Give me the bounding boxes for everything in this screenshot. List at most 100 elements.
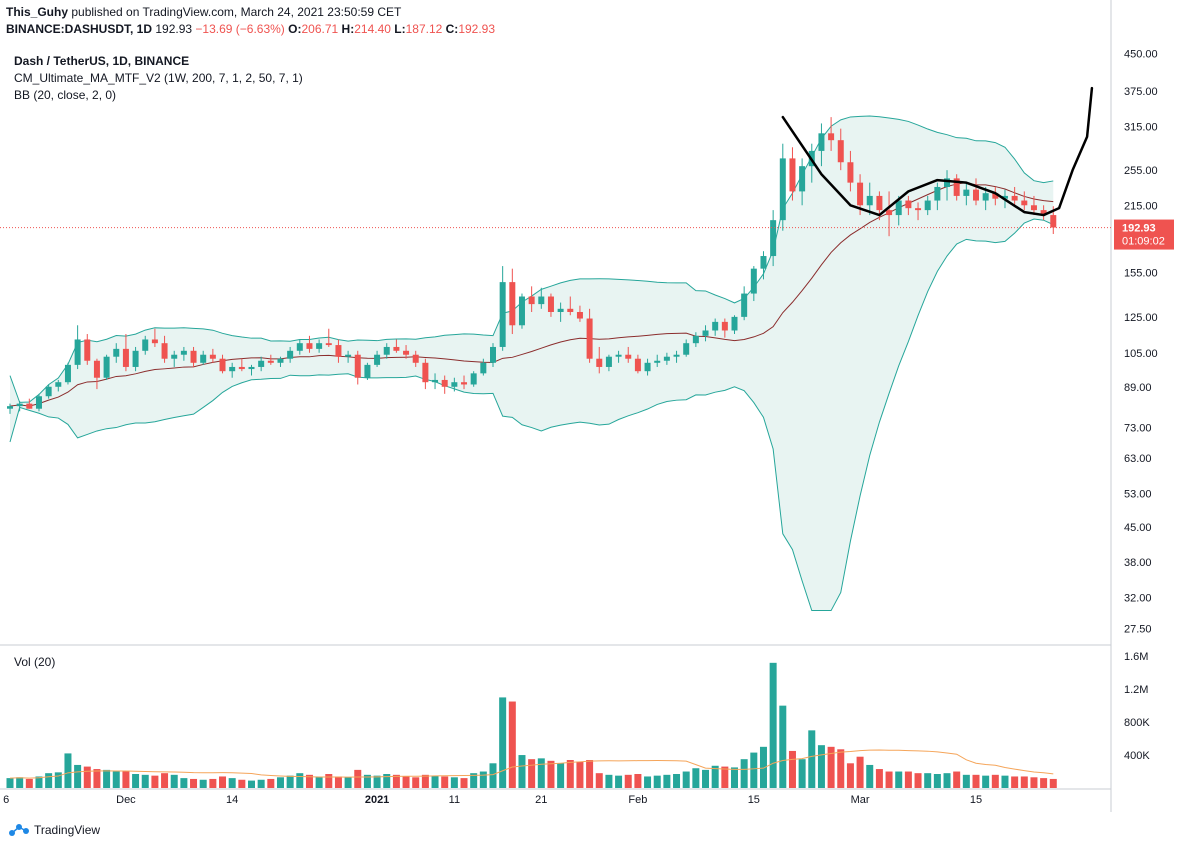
- hand-drawn-curve: [781, 86, 1094, 217]
- volume-bar-79: [769, 662, 777, 788]
- volume-bar-65: [634, 774, 642, 788]
- volume-bar-96: [933, 774, 941, 788]
- candle-body-53: [518, 296, 525, 326]
- volume-bar-25: [248, 780, 255, 788]
- volume-bar-42: [412, 777, 420, 788]
- price-tick-6: 155.00: [1124, 268, 1158, 280]
- legend-indicator-ma[interactable]: CM_Ultimate_MA_MTF_V2 (1W, 200, 7, 1, 2,…: [14, 71, 303, 85]
- candle-body-14: [142, 339, 149, 351]
- volume-bar-63: [615, 775, 623, 788]
- candle-body-12: [122, 348, 129, 367]
- candle-body-23: [229, 366, 236, 372]
- candle-body-22: [219, 358, 226, 372]
- volume-bar-76: [740, 759, 748, 788]
- candle-body-65: [634, 358, 641, 372]
- footer-brand-label: TradingView: [34, 823, 101, 837]
- volume-bar-45: [441, 776, 449, 788]
- volume-ma-line: [9, 749, 1054, 779]
- candle-body-97: [944, 178, 951, 187]
- volume-bar-6: [64, 753, 72, 788]
- volume-bar-61: [595, 773, 603, 788]
- volume-bar-12: [122, 771, 130, 788]
- candle-body-91: [886, 210, 893, 216]
- candle-body-34: [335, 345, 342, 357]
- candle-body-17: [171, 354, 178, 359]
- candle-body-99: [963, 189, 970, 196]
- candle-body-18: [180, 350, 187, 355]
- candle-body-88: [857, 182, 864, 206]
- candle-body-78: [760, 256, 767, 269]
- candle-body-20: [200, 354, 207, 363]
- candle-body-82: [799, 166, 806, 192]
- volume-bar-48: [470, 773, 478, 788]
- candle-body-63: [615, 354, 622, 357]
- volume-bar-71: [692, 768, 700, 788]
- candle-body-38: [374, 354, 381, 365]
- volume-bar-11: [112, 771, 120, 788]
- countdown-label: 01:09:02: [1122, 236, 1165, 248]
- candle-body-56: [547, 296, 554, 312]
- candle-body-42: [412, 354, 419, 363]
- volume-bar-10: [103, 769, 111, 788]
- volume-bar-8: [83, 766, 91, 788]
- candle-body-76: [741, 293, 748, 317]
- time-tick-1: Dec: [116, 794, 136, 806]
- volume-bar-15: [151, 775, 159, 788]
- publisher-name[interactable]: This_Guhy: [6, 5, 69, 19]
- volume-bar-69: [673, 774, 681, 788]
- candle-body-58: [567, 308, 574, 312]
- volume-bar-43: [421, 774, 429, 788]
- candle-body-74: [721, 321, 728, 331]
- legend-indicator-bb[interactable]: BB (20, close, 2, 0): [14, 88, 117, 102]
- candle-body-102: [992, 193, 999, 199]
- candle-body-86: [837, 140, 844, 163]
- volume-bar-72: [702, 769, 710, 788]
- volume-bar-22: [219, 776, 227, 788]
- volume-bar-17: [170, 774, 178, 788]
- candle-body-33: [325, 343, 332, 346]
- candle-body-68: [663, 356, 670, 361]
- volume-bar-108: [1049, 778, 1057, 788]
- candle-body-81: [789, 158, 796, 192]
- volume-bar-67: [653, 775, 661, 788]
- volume-bar-93: [904, 771, 912, 788]
- symbol-info: BINANCE:DASHUSDT, 1D 192.93 −13.69 (−6.6…: [6, 22, 495, 36]
- candle-body-49: [480, 362, 487, 374]
- candle-body-73: [712, 321, 719, 331]
- volume-bar-62: [605, 774, 613, 788]
- footer-brand[interactable]: TradingView: [8, 823, 100, 837]
- candle-body-100: [973, 189, 979, 201]
- publish-text: published on TradingView.com, March 24, …: [68, 5, 402, 19]
- legend-volume[interactable]: Vol (20): [14, 655, 56, 669]
- price-tick-0: 450.00: [1124, 48, 1158, 60]
- volume-bar-52: [508, 701, 516, 788]
- price-tick-14: 38.00: [1124, 557, 1152, 569]
- volume-bar-59: [576, 761, 584, 788]
- candle-body-46: [451, 382, 458, 387]
- volume-bar-64: [624, 774, 632, 788]
- price-tick-10: 73.00: [1124, 423, 1152, 435]
- volume-bar-58: [566, 760, 574, 788]
- candle-body-15: [151, 339, 158, 344]
- volume-bar-80: [779, 705, 787, 788]
- volume-bar-99: [962, 774, 970, 788]
- volume-bar-70: [682, 771, 690, 788]
- volume-bar-37: [363, 774, 371, 788]
- candle-body-41: [403, 350, 410, 355]
- price-tick-15: 32.00: [1124, 592, 1152, 604]
- candle-body-79: [770, 220, 777, 257]
- candle-body-24: [238, 366, 245, 370]
- volume-bar-49: [479, 771, 487, 788]
- candle-body-70: [683, 343, 690, 355]
- candle-body-8: [84, 339, 91, 361]
- candle-body-66: [644, 362, 651, 372]
- candle-body-106: [1030, 205, 1037, 211]
- candle-body-30: [296, 343, 303, 351]
- time-tick-6: Feb: [628, 794, 647, 806]
- candle-body-108: [1050, 215, 1057, 228]
- volume-bar-83: [808, 730, 816, 788]
- volume-bar-27: [267, 778, 275, 788]
- candle-body-101: [982, 193, 989, 201]
- time-tick-2: 14: [226, 794, 238, 806]
